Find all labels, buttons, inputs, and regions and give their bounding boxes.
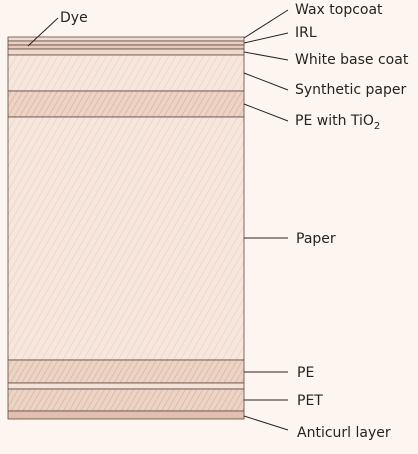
layer-pe [7, 359, 245, 384]
leader-synthetic-paper [243, 72, 289, 91]
label-white-base-coat: White base coat [295, 52, 409, 68]
layer-adhesive [7, 382, 245, 390]
layer-white-base-coat [7, 48, 245, 56]
label-dye: Dye [60, 10, 88, 26]
layer-stack [7, 36, 245, 420]
label-pe-with-tio2-main: PE with TiO [295, 113, 374, 129]
leader-anticurl [243, 415, 289, 431]
layer-anticurl [7, 410, 245, 420]
layer-irl [7, 40, 245, 46]
layer-wax-topcoat [7, 36, 245, 42]
layer-pet [7, 388, 245, 412]
leader-wax-topcoat [243, 9, 289, 39]
label-anticurl-layer: Anticurl layer [297, 425, 391, 441]
leader-irl [243, 32, 289, 44]
label-synthetic-paper: Synthetic paper [295, 82, 407, 98]
layer-synthetic-paper [7, 54, 245, 92]
layer-pe-with-tio2 [7, 90, 245, 118]
label-pe-with-tio2-sub: 2 [374, 121, 380, 132]
label-pe: PE [297, 365, 314, 381]
label-pet: PET [297, 393, 323, 409]
labels: Dye Wax topcoat IRL White base coat Synt… [60, 2, 409, 441]
label-paper: Paper [296, 231, 336, 247]
label-irl: IRL [295, 25, 317, 41]
layer-paper [7, 116, 245, 361]
layer-dye [7, 44, 245, 50]
leader-lines [27, 9, 289, 431]
leader-dye [27, 17, 59, 47]
label-wax-topcoat: Wax topcoat [295, 2, 383, 18]
leader-white-base-coat [243, 51, 289, 61]
label-pe-with-tio2: PE with TiO2 [295, 113, 380, 132]
leader-pe-with-tio2 [243, 103, 289, 122]
